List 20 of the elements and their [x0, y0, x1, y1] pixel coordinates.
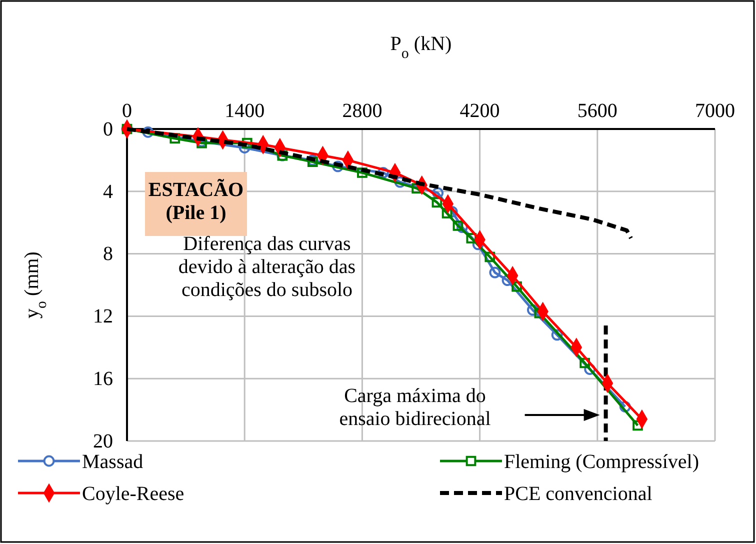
annotation: Diferença das curvas devido à alteração das condições do subsolo	[178, 233, 356, 301]
y-tick-label: 4	[103, 180, 113, 203]
annotation: Carga máxima do ensaio bidirecional	[339, 385, 492, 430]
x-tick-label: 4200	[460, 100, 500, 122]
x-tick-label: 5600	[577, 100, 618, 122]
legend-label: Coyle-Reese	[82, 483, 184, 505]
y-tick-label: 20	[93, 430, 113, 452]
x-tick-label: 0	[122, 100, 132, 122]
x-tick-label: 2800	[342, 100, 382, 122]
y-tick-label: 8	[103, 243, 113, 266]
x-tick-label: 1400	[224, 100, 265, 122]
annotation: ESTACÃO (Pile 1)	[148, 178, 244, 224]
x-tick-label: 7000	[695, 100, 735, 122]
y-tick-label: 0	[103, 118, 113, 140]
x-axis-title: P$_{o}$ (kN)	[390, 33, 452, 62]
y-tick-label: 16	[93, 368, 113, 390]
legend-label: Fleming (Compressível)	[504, 451, 699, 473]
y-tick-label: 12	[93, 306, 113, 328]
legend-label: Massad	[82, 451, 144, 473]
legend-label: PCE convencional	[504, 483, 653, 505]
